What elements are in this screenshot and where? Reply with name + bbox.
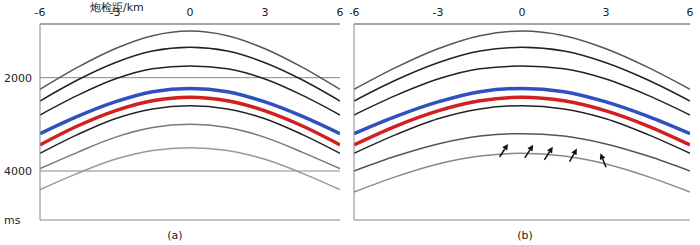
- svg-text:6: 6: [687, 6, 694, 19]
- svg-text:-6: -6: [35, 6, 46, 19]
- svg-text:-3: -3: [110, 6, 121, 19]
- svg-text:0: 0: [187, 6, 194, 19]
- svg-text:4000: 4000: [4, 165, 32, 178]
- svg-text:0: 0: [519, 6, 526, 19]
- svg-text:-3: -3: [433, 6, 444, 19]
- svg-text:3: 3: [603, 6, 610, 19]
- svg-text:6: 6: [337, 6, 344, 19]
- svg-text:2000: 2000: [4, 72, 32, 85]
- svg-text:3: 3: [262, 6, 269, 19]
- svg-text:-6: -6: [350, 6, 359, 19]
